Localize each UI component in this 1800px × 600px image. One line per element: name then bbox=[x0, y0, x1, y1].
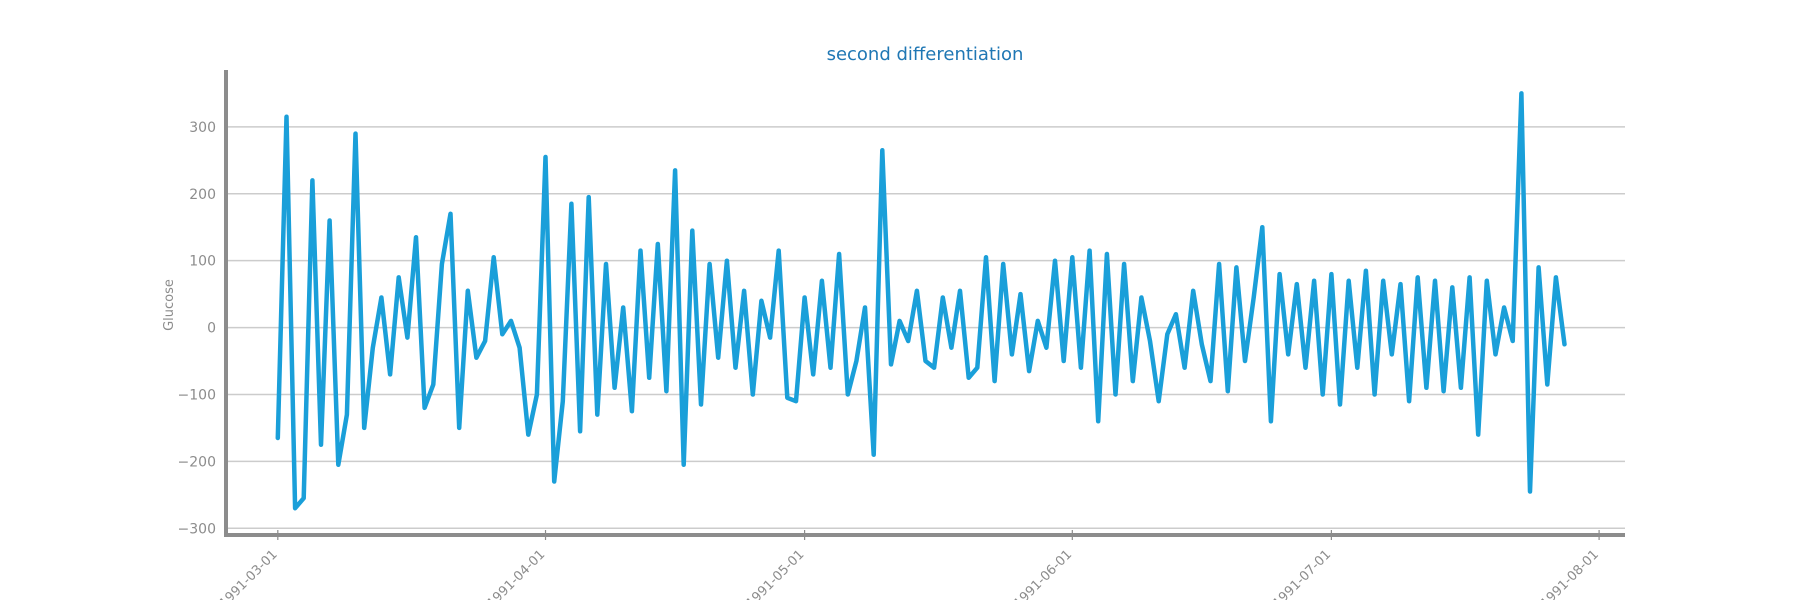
y-tick-labels: −300 −200 −100 0 100 200 300 bbox=[178, 120, 216, 537]
y-tick-label: 100 bbox=[189, 254, 216, 270]
x-tick-label: 1991-08-01 bbox=[1538, 547, 1602, 600]
y-tick-label: 0 bbox=[207, 321, 216, 337]
y-tick-label: 200 bbox=[189, 187, 216, 203]
y-tick-label: 300 bbox=[189, 120, 216, 136]
x-tick-label: 1991-03-01 bbox=[217, 547, 281, 600]
y-axis-label: Glucose bbox=[162, 279, 177, 331]
series-line bbox=[275, 91, 1567, 511]
x-tick-labels: 1991-03-01 1991-04-01 1991-05-01 1991-06-01… bbox=[217, 530, 1602, 600]
series-layer bbox=[275, 91, 1567, 511]
y-tick-label: −100 bbox=[178, 387, 216, 403]
x-tick-label: 1991-06-01 bbox=[1011, 547, 1075, 600]
x-tick-label: 1991-07-01 bbox=[1270, 547, 1334, 600]
x-tick-label: 1991-05-01 bbox=[743, 547, 807, 600]
x-tick-label: 1991-04-01 bbox=[484, 547, 548, 600]
chart-title: second differentiation bbox=[827, 44, 1024, 65]
y-tick-label: −200 bbox=[178, 454, 216, 470]
y-tick-label: −300 bbox=[178, 521, 216, 537]
